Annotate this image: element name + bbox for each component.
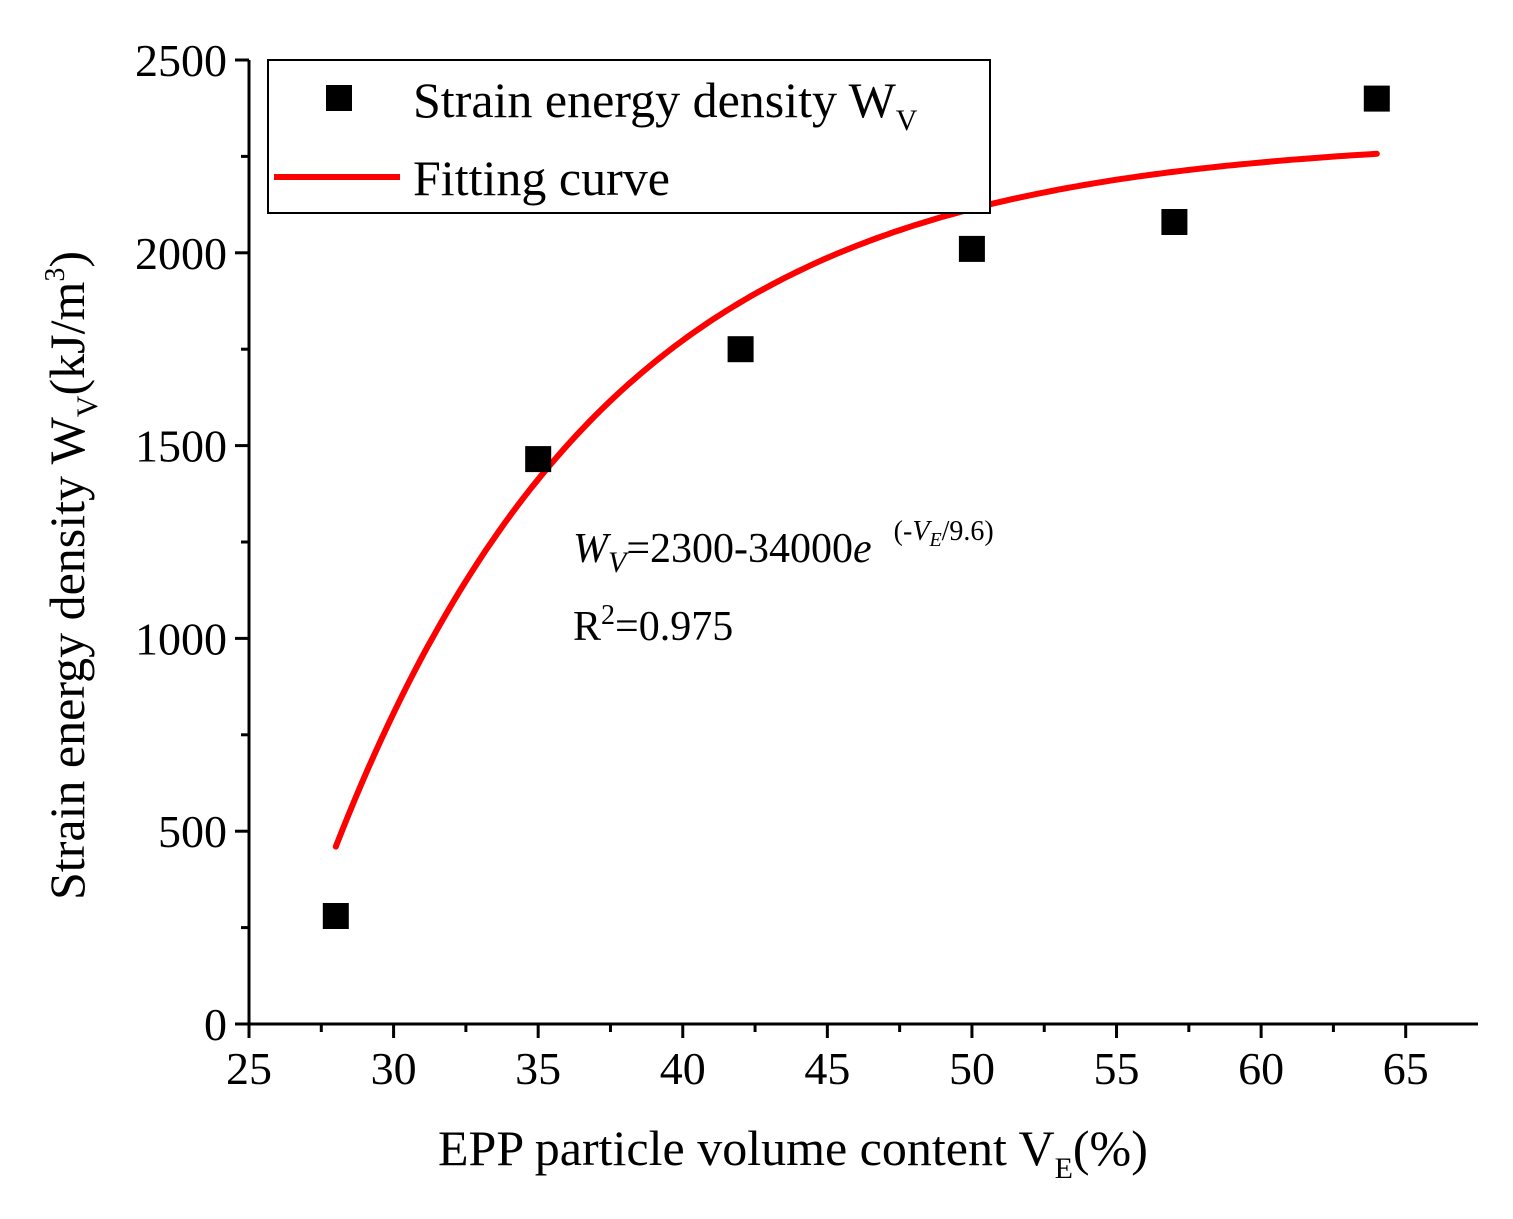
r-squared-annotation: R2=0.975: [573, 600, 733, 650]
legend-label-strain-energy: Strain energy density WV: [413, 72, 918, 137]
x-tick-label: 40: [660, 1043, 706, 1094]
legend-marker-square: [326, 85, 352, 111]
legend-box: [267, 59, 991, 214]
data-point: [1161, 209, 1188, 235]
equation-annotation: WV=2300-34000e (-VE/9.6): [573, 516, 994, 579]
y-tick-label: 2000: [135, 228, 227, 279]
x-tick-label: 55: [1094, 1043, 1140, 1094]
x-tick-label: 25: [226, 1043, 272, 1094]
y-tick-label: 0: [204, 999, 227, 1050]
x-tick-label: 35: [515, 1043, 561, 1094]
fitting-curve-line: [332, 150, 1380, 850]
y-tick-labels: 0 500 1000 1500 2000 2500: [135, 35, 227, 1050]
legend: Strain energy density WV Fitting curve: [267, 59, 991, 214]
data-point: [525, 446, 552, 473]
y-tick-label: 1000: [135, 613, 227, 664]
y-tick-label: 2500: [135, 35, 227, 86]
data-points: [322, 85, 1390, 929]
y-tick-label: 1500: [135, 421, 227, 472]
data-point: [958, 235, 985, 262]
x-tick-labels: 25 30 35 40 45 50 55 60 65: [226, 1043, 1429, 1094]
legend-label-fitting-curve: Fitting curve: [413, 150, 670, 206]
x-axis-title: EPP particle volume content VE(%): [438, 1120, 1148, 1185]
x-tick-label: 50: [949, 1043, 995, 1094]
x-tick-label: 60: [1238, 1043, 1284, 1094]
data-point: [1363, 85, 1390, 112]
y-ticks: [235, 58, 249, 1026]
y-tick-label: 500: [158, 806, 227, 857]
y-axis-title: Strain energy density WV(kJ/m3): [39, 251, 104, 900]
data-point: [727, 336, 754, 363]
x-tick-label: 30: [371, 1043, 417, 1094]
x-ticks: [247, 1024, 1408, 1038]
data-point: [322, 903, 349, 929]
x-tick-label: 45: [804, 1043, 850, 1094]
x-tick-label: 65: [1383, 1043, 1429, 1094]
